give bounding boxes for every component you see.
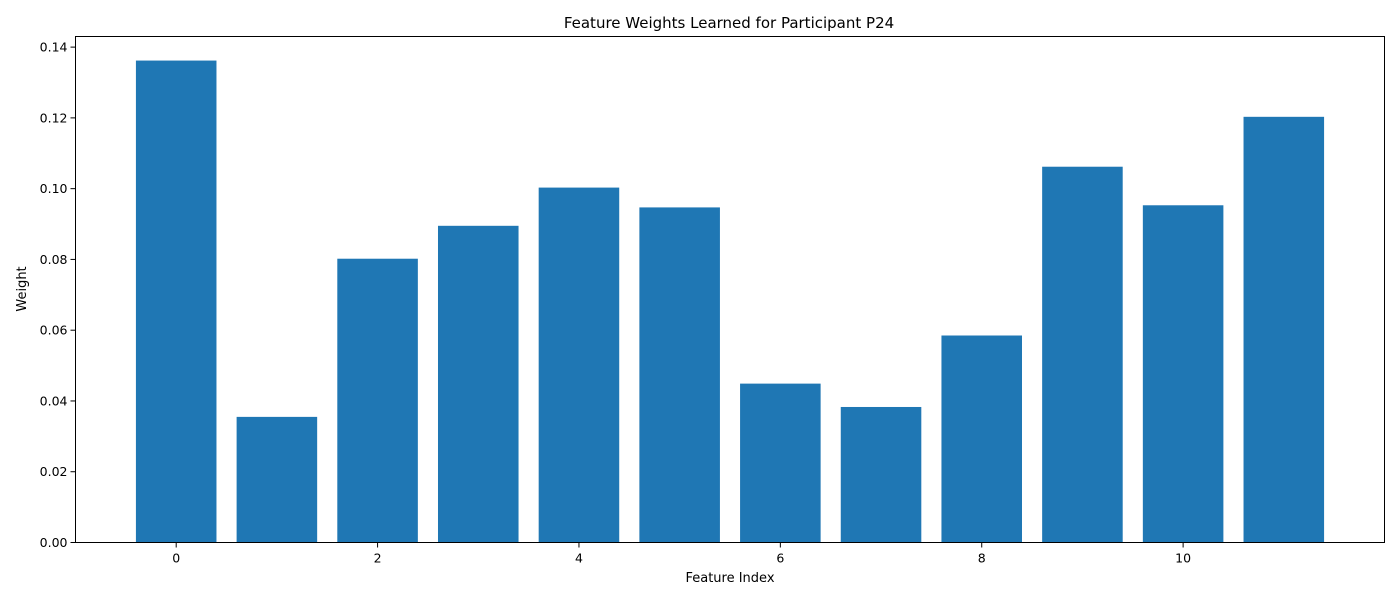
y-tick-label: 0.04 [40,393,68,408]
bar-feature-8 [941,335,1022,543]
y-axis-ticks: 0.00 0.02 0.04 0.06 0.08 0.10 0.12 0.14 [40,40,76,550]
bar-feature-1 [236,416,318,543]
bar-feature-4 [538,187,620,543]
plot-frame [75,36,1385,543]
bar-feature-10 [1142,205,1224,543]
bar-feature-3 [437,225,519,543]
y-tick-label: 0.08 [40,252,68,267]
x-tick-label: 6 [776,551,784,566]
x-tick-label: 8 [978,551,986,566]
y-tick-label: 0.10 [40,181,68,196]
y-tick-label: 0.02 [40,464,68,479]
y-tick-label: 0.14 [40,40,68,55]
x-tick-label: 10 [1175,551,1191,566]
x-tick-label: 4 [575,551,583,566]
x-tick-label: 2 [374,551,382,566]
bar-feature-2 [337,258,418,543]
bars-group [135,60,1325,543]
x-tick-label: 0 [172,551,180,566]
x-axis-label: Feature Index [685,571,774,586]
bar-feature-5 [639,207,720,543]
x-axis-ticks: 0 2 4 6 8 10 [172,542,1191,566]
y-tick-label: 0.00 [40,535,68,550]
y-tick-label: 0.12 [40,110,68,125]
y-axis-label: Weight [15,266,30,311]
bar-feature-0 [135,60,217,543]
y-tick-label: 0.06 [40,323,68,338]
bar-feature-9 [1042,166,1123,543]
bar-feature-6 [740,383,821,543]
bar-feature-11 [1243,116,1325,543]
chart-title: Feature Weights Learned for Participant … [564,14,894,32]
bar-feature-7 [840,406,922,543]
